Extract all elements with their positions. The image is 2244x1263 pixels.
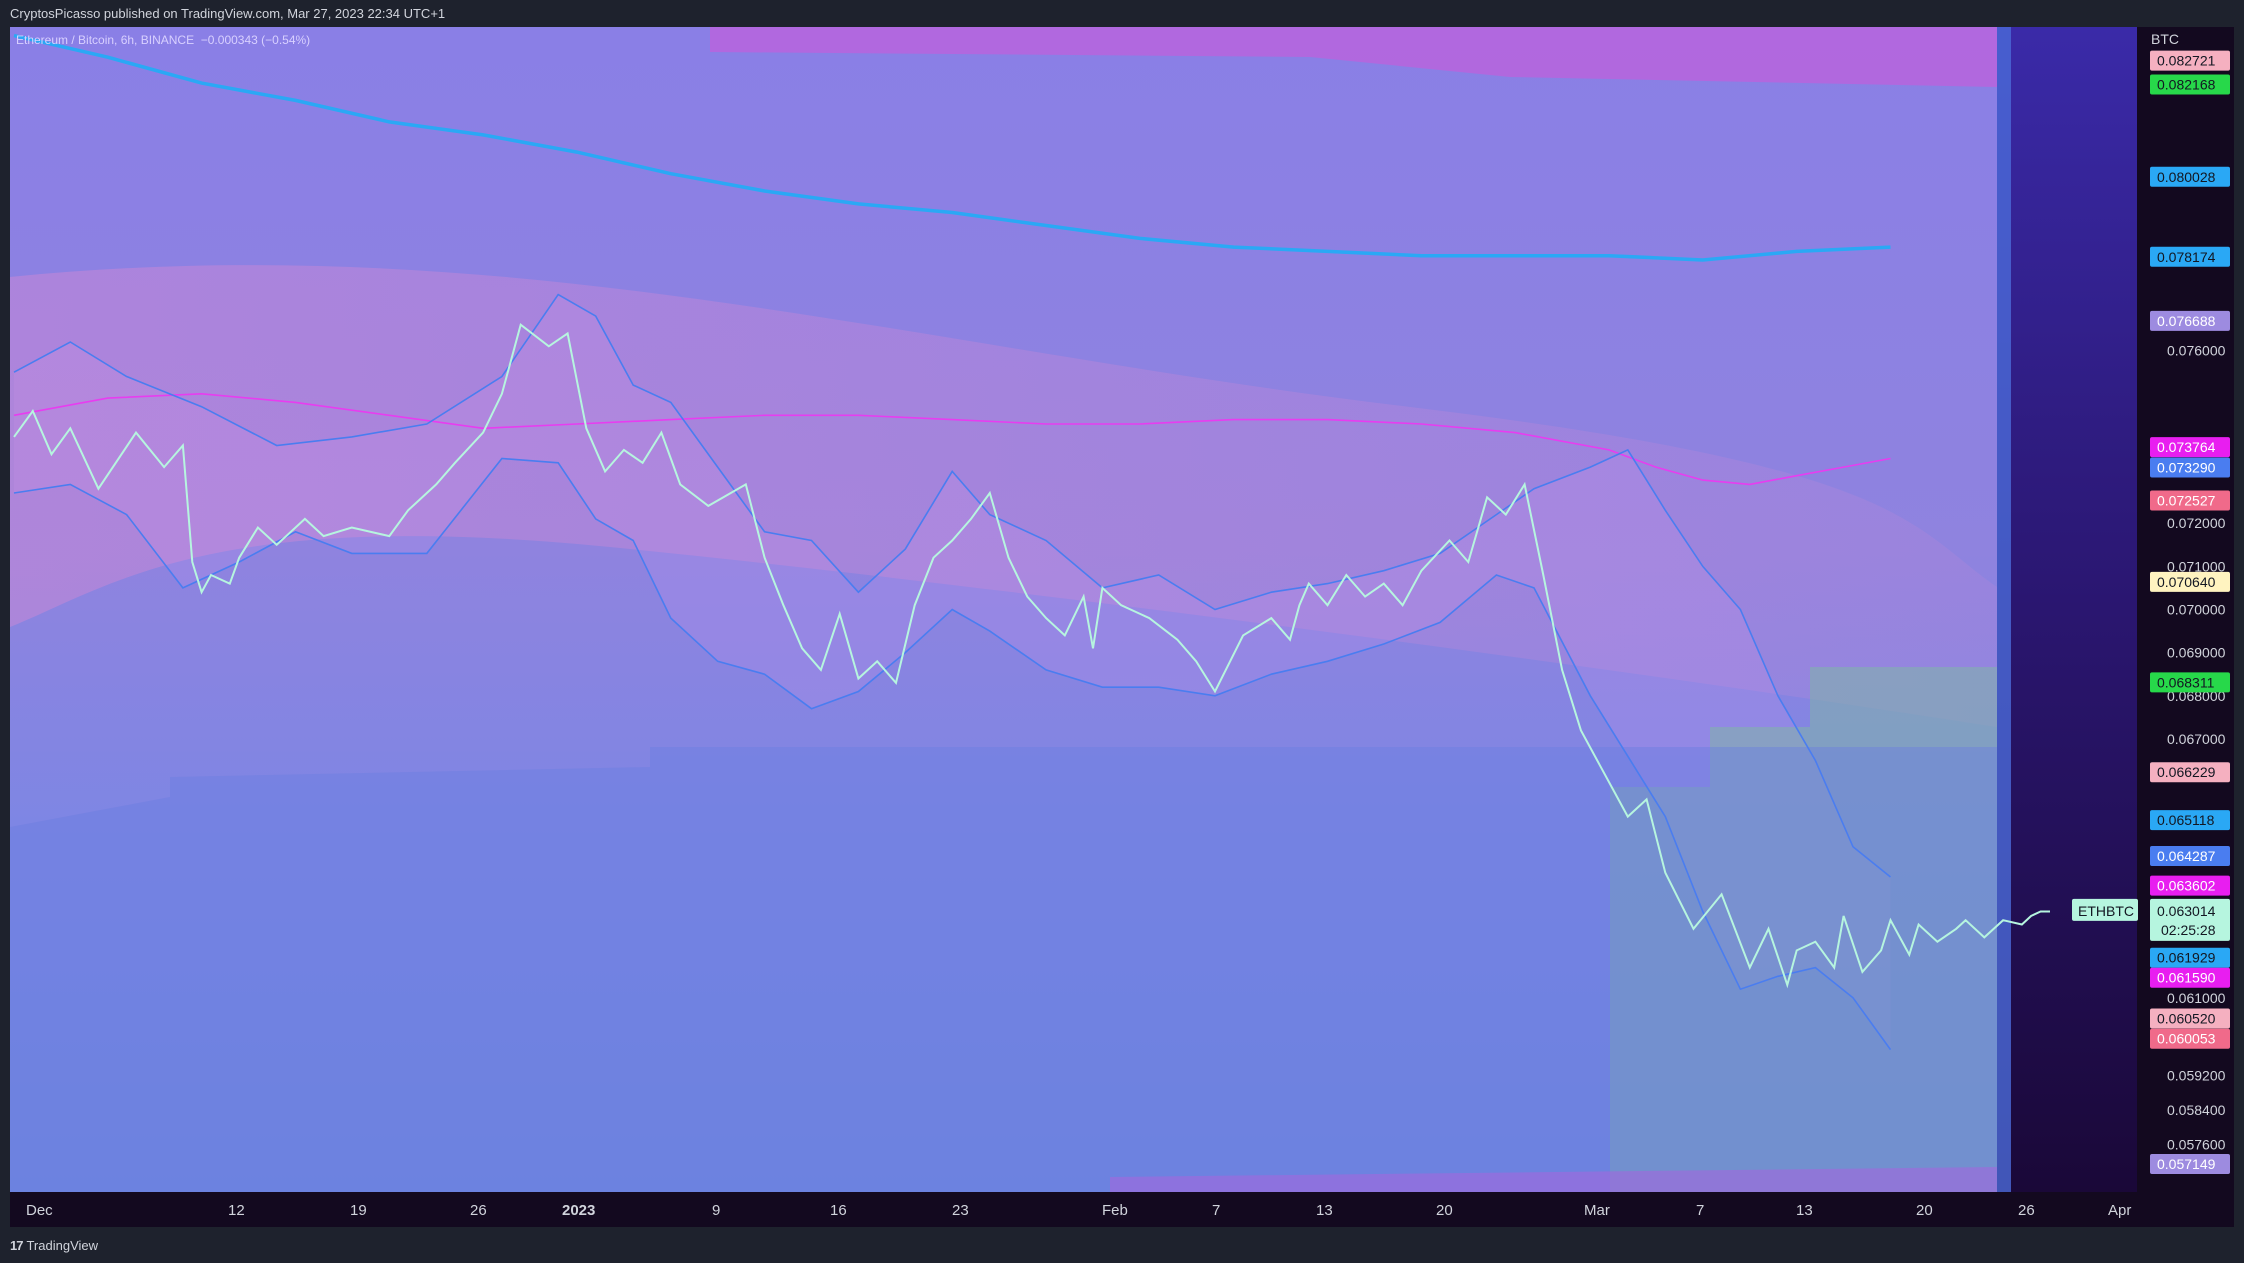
- y-tick-label: 0.076000: [2167, 343, 2226, 359]
- upper-band-line: [13, 293, 1892, 878]
- price-label-bg: [2150, 846, 2230, 866]
- price-label: 0.065118: [2157, 812, 2215, 828]
- price-label-bg: [2150, 1028, 2230, 1049]
- x-tick-label: Mar: [1584, 1202, 1610, 1219]
- y-tick-label: 0.059200: [2167, 1068, 2226, 1084]
- price-label: 0.073290: [2157, 460, 2216, 476]
- x-tick-label: Feb: [1102, 1202, 1128, 1219]
- symbol-change: −0.000343 (−0.54%): [200, 33, 311, 47]
- symbol-badge: ETHBTC: [2078, 903, 2134, 919]
- x-tick-label: Apr: [2108, 1202, 2131, 1219]
- price-label-bg: [2150, 74, 2230, 95]
- price-label-bg: [2150, 437, 2230, 458]
- price-label-bg: [2150, 571, 2230, 592]
- price-label: 0.063602: [2157, 878, 2216, 894]
- decor-bands: [10, 27, 1997, 1192]
- x-tick-label: 20: [1436, 1202, 1453, 1219]
- price-label: 0.064287: [2157, 848, 2216, 864]
- price-label: 0.057149: [2157, 1156, 2216, 1172]
- price-label-bg: [2150, 310, 2230, 331]
- green-cloud: [1610, 667, 1997, 1192]
- y-tick-label: 0.057600: [2167, 1137, 2226, 1153]
- price-label-bg: [2150, 50, 2230, 71]
- price-label: 0.060520: [2157, 1011, 2216, 1027]
- price-line: [13, 322, 2050, 989]
- last-price-bg: [2150, 898, 2230, 941]
- tradingview-logo[interactable]: 17 TradingView: [10, 1238, 98, 1253]
- x-tick-label: 16: [830, 1202, 847, 1219]
- pink-ma-line: [13, 392, 1891, 486]
- price-label-bg: [2150, 947, 2230, 968]
- price-label: 0.082721: [2157, 53, 2216, 69]
- lower-blue-cloud: [10, 747, 1997, 1192]
- price-label-bg: [2150, 1008, 2230, 1029]
- x-tick-label: 26: [2018, 1202, 2035, 1219]
- price-label: 0.072527: [2157, 493, 2216, 509]
- bottom-pink-band: [1110, 1167, 1997, 1192]
- price-label-bg: [2150, 672, 2230, 693]
- x-tick-label: 20: [1916, 1202, 1933, 1219]
- price-label-bg: [2150, 810, 2230, 831]
- price-label: 0.076688: [2157, 313, 2216, 329]
- x-tick-label: 26: [470, 1202, 487, 1219]
- x-tick-label: 13: [1796, 1202, 1813, 1219]
- lower-band-line: [13, 457, 1892, 1051]
- y-tick-label: 0.070000: [2167, 602, 2226, 618]
- published-info: CryptosPicasso published on TradingView.…: [10, 6, 446, 21]
- price-label: 0.073764: [2157, 439, 2216, 455]
- price-label-bg: [2150, 166, 2230, 187]
- price-label-bg: [2150, 875, 2230, 896]
- y-tick-label: 0.069000: [2167, 645, 2226, 661]
- series-group: [13, 33, 2050, 1051]
- price-label: 0.061590: [2157, 970, 2216, 986]
- top-bar: CryptosPicasso published on TradingView.…: [0, 0, 2244, 27]
- bottom-bar: 17 TradingView: [0, 1227, 2244, 1263]
- x-tick-label: 12: [228, 1202, 245, 1219]
- price-label-bg: [2150, 246, 2230, 267]
- future-zone: [1997, 27, 2137, 1192]
- x-tick-label: 7: [1696, 1202, 1704, 1219]
- price-label: 0.066229: [2157, 764, 2216, 780]
- price-labels: 0.082721 0.082168 0.080028 0.078174 0.076688…: [2072, 50, 2230, 1174]
- x-tick-label: 9: [712, 1202, 720, 1219]
- x-tick-label: 23: [952, 1202, 969, 1219]
- x-tick-label: 7: [1212, 1202, 1220, 1219]
- symbol-legend[interactable]: Ethereum / Bitcoin, 6h, BINANCE −0.00034…: [16, 33, 310, 47]
- price-label: 0.060053: [2157, 1031, 2216, 1047]
- price-label: 0.070640: [2157, 574, 2216, 590]
- y-tick-label: 0.061000: [2167, 990, 2226, 1006]
- brand-name: TradingView: [26, 1238, 99, 1253]
- y-tick-label: 0.072000: [2167, 515, 2226, 531]
- price-label: 0.078174: [2157, 249, 2216, 265]
- price-label-bg: [2150, 457, 2230, 478]
- x-tick-label: 2023: [562, 1202, 595, 1219]
- time-axis-bg: [10, 1192, 2137, 1227]
- price-label-bg: [2150, 762, 2230, 783]
- price-label: 0.068311: [2157, 674, 2215, 690]
- x-tick-label: 19: [350, 1202, 367, 1219]
- chart[interactable]: BTC 0.076000 0.072000 0.071000 0.070000 0.06…: [10, 27, 2234, 1227]
- price-label: 0.082168: [2157, 77, 2216, 93]
- price-label: 0.061929: [2157, 950, 2216, 966]
- x-tick-label: Dec: [26, 1202, 53, 1219]
- y-tick-label: 0.067000: [2167, 731, 2226, 747]
- price-label-bg: [2150, 490, 2230, 511]
- price-label-bg: [2150, 1154, 2230, 1174]
- symbol-badge-bg: [2072, 898, 2138, 921]
- currency-label: BTC: [2151, 31, 2179, 47]
- tv-logo-icon: 17: [10, 1238, 24, 1253]
- x-tick-label: 13: [1316, 1202, 1333, 1219]
- last-price-label: 0.063014: [2157, 903, 2216, 919]
- blue-ma-line: [13, 33, 1891, 262]
- y-tick-label: 0.071000: [2167, 558, 2226, 574]
- bar-countdown: 02:25:28: [2161, 922, 2216, 938]
- price-label: 0.080028: [2157, 169, 2216, 185]
- y-tick-label: 0.058400: [2167, 1102, 2226, 1118]
- top-pink-band: [710, 27, 1997, 87]
- current-bar-zone: [1997, 27, 2011, 1192]
- time-axis: Dec 12 19 26 2023 9 16 23 Feb 7 13 20 Mar 7 13 20 26 Apr: [10, 1192, 2137, 1227]
- pink-cloud: [10, 265, 1997, 727]
- price-label-bg: [2150, 967, 2230, 988]
- symbol-description: Ethereum / Bitcoin, 6h, BINANCE: [16, 33, 195, 47]
